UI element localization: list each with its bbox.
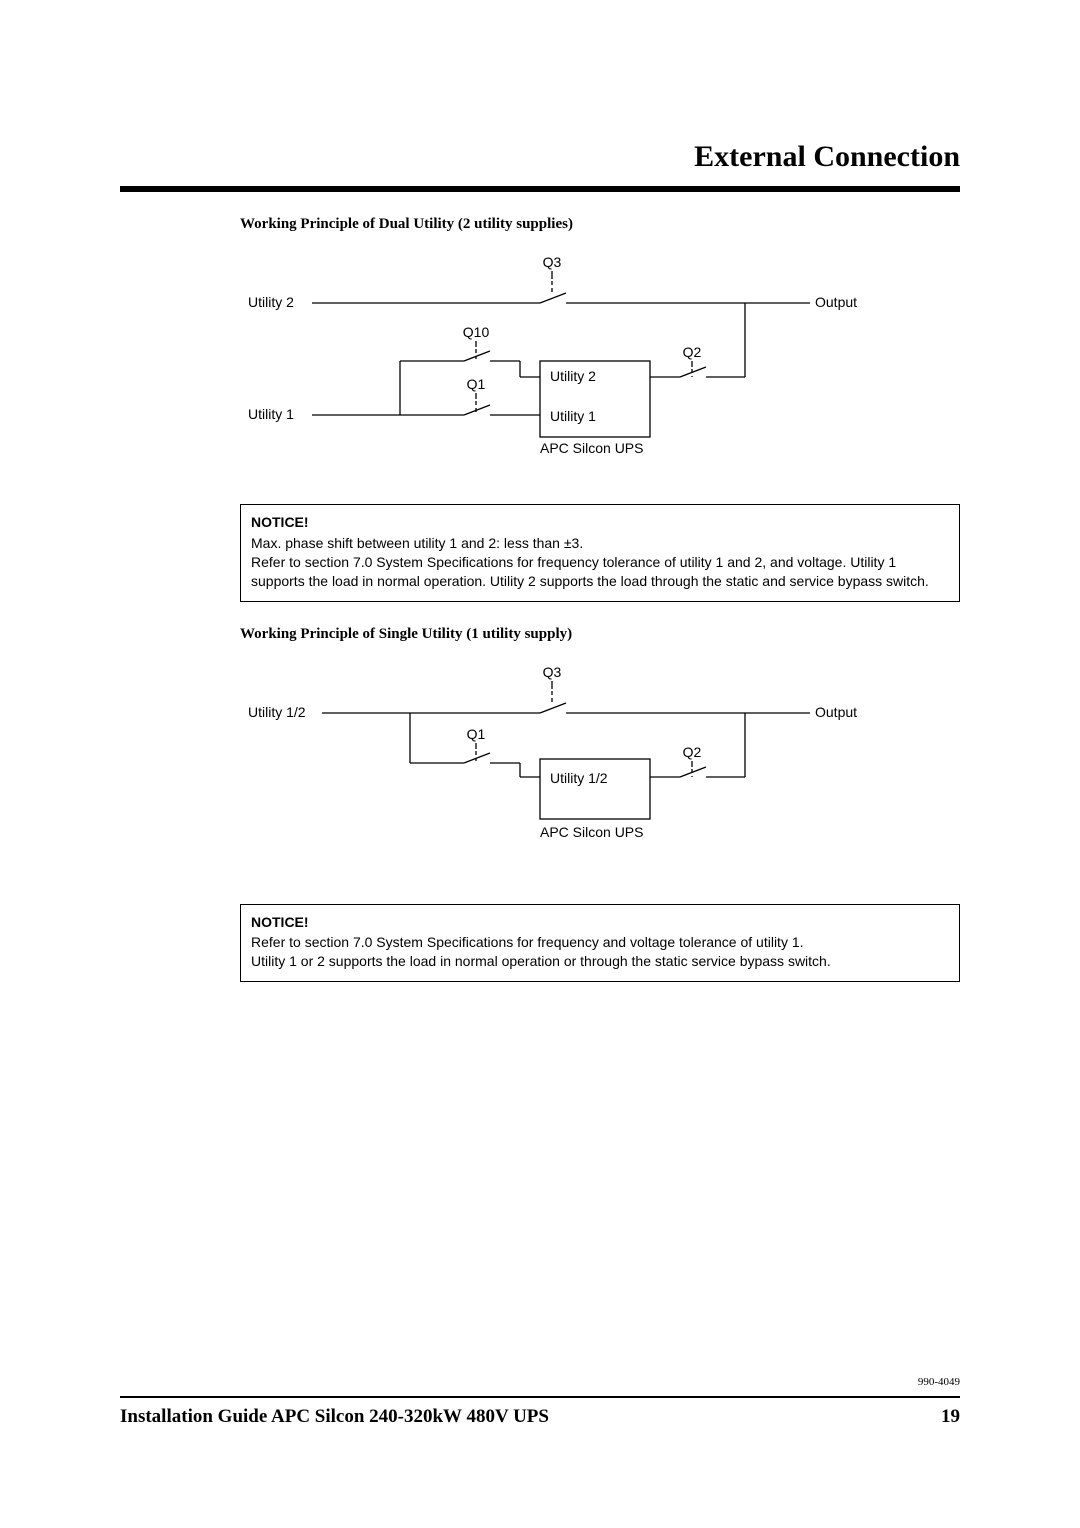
notice-box-1: NOTICE! Max. phase shift between utility… <box>240 504 960 602</box>
diagram-single-utility: Utility 1/2 Q3 Output Q1 Utility 1/2 APC… <box>240 659 960 884</box>
label-utility12: Utility 1/2 <box>248 704 306 720</box>
notice-box-2: NOTICE! Refer to section 7.0 System Spec… <box>240 904 960 983</box>
notice2-text: Refer to section 7.0 System Specificatio… <box>251 933 949 971</box>
ups-label: APC Silcon UPS <box>540 440 643 456</box>
label-q1-s: Q1 <box>467 726 486 742</box>
box-utility1: Utility 1 <box>550 408 596 424</box>
label-output: Output <box>815 294 857 310</box>
box-utility2: Utility 2 <box>550 368 596 384</box>
notice1-label: NOTICE! <box>251 513 949 532</box>
label-utility2: Utility 2 <box>248 294 294 310</box>
footer-guide: Installation Guide APC Silcon 240-320kW … <box>120 1406 549 1428</box>
diagram-dual-utility: Utility 2 Q3 Output Utility 1 Q10 <box>240 249 960 484</box>
doc-code: 990-4049 <box>120 1376 960 1388</box>
label-utility1: Utility 1 <box>248 406 294 422</box>
label-q2: Q2 <box>683 344 702 360</box>
footer: 990-4049 Installation Guide APC Silcon 2… <box>120 1376 960 1428</box>
footer-page: 19 <box>941 1406 960 1428</box>
label-q10: Q10 <box>463 324 490 340</box>
label-q3-s: Q3 <box>543 664 562 680</box>
title-rule <box>120 186 960 192</box>
label-output-s: Output <box>815 704 857 720</box>
label-q3: Q3 <box>543 254 562 270</box>
section2-heading: Working Principle of Single Utility (1 u… <box>240 626 960 643</box>
notice1-text: Max. phase shift between utility 1 and 2… <box>251 534 949 591</box>
label-q1: Q1 <box>467 376 486 392</box>
section1-heading: Working Principle of Dual Utility (2 uti… <box>240 216 960 233</box>
notice2-label: NOTICE! <box>251 913 949 932</box>
ups-label-s: APC Silcon UPS <box>540 824 643 840</box>
box-utility12: Utility 1/2 <box>550 770 608 786</box>
footer-rule <box>120 1396 960 1398</box>
page-title: External Connection <box>120 140 960 174</box>
label-q2-s: Q2 <box>683 744 702 760</box>
